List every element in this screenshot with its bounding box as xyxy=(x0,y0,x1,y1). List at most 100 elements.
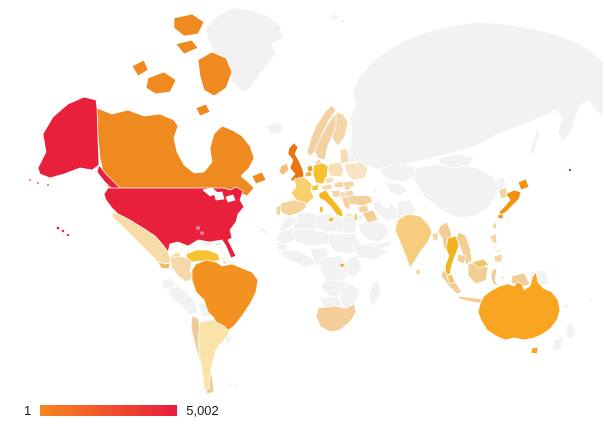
region-russia[interactable] xyxy=(345,21,604,171)
country-canada-newfoundland[interactable] xyxy=(251,171,267,185)
country-usa-hawaii-3[interactable] xyxy=(66,233,70,237)
country-brazil[interactable] xyxy=(191,259,259,333)
region-new-zealand-south[interactable] xyxy=(551,335,565,353)
country-australia-tasmania[interactable] xyxy=(530,346,539,355)
country-lesser-antilles-3[interactable] xyxy=(223,256,227,260)
country-uk[interactable] xyxy=(287,142,305,183)
region-new-zealand-north[interactable] xyxy=(565,321,577,341)
country-canada-banks-island[interactable] xyxy=(131,59,149,77)
country-italy-sardinia[interactable] xyxy=(318,205,324,214)
country-argentina[interactable] xyxy=(197,319,231,391)
region-west-africa-coast[interactable] xyxy=(279,249,317,269)
region-jamaica[interactable] xyxy=(190,245,197,250)
country-portugal[interactable] xyxy=(275,204,282,217)
region-ecuador[interactable] xyxy=(161,277,177,291)
country-ukraine[interactable] xyxy=(344,161,369,181)
country-usa-hawaii-2[interactable] xyxy=(61,229,65,233)
country-belgium[interactable] xyxy=(304,170,313,178)
country-india[interactable] xyxy=(394,213,433,269)
country-canada-southampton[interactable] xyxy=(195,103,211,117)
country-israel[interactable] xyxy=(353,212,358,222)
region-madagascar[interactable] xyxy=(368,279,382,307)
country-france[interactable] xyxy=(290,176,315,205)
country-canada[interactable] xyxy=(96,107,255,197)
country-australia[interactable] xyxy=(477,271,561,341)
country-sri-lanka[interactable] xyxy=(415,268,421,276)
country-switzerland[interactable] xyxy=(311,183,320,192)
region-jordan[interactable] xyxy=(357,213,364,223)
country-lesser-antilles[interactable] xyxy=(220,248,224,252)
region-morocco[interactable] xyxy=(278,215,298,233)
region-saudi-arabia[interactable] xyxy=(357,219,391,243)
country-poland[interactable] xyxy=(327,161,345,178)
country-usa-aleutians[interactable] xyxy=(28,178,32,182)
region-chad-sudan[interactable] xyxy=(327,233,361,255)
region-iceland[interactable] xyxy=(265,121,285,135)
country-guatemala[interactable] xyxy=(157,261,171,270)
country-usa-aleutians-3[interactable] xyxy=(46,183,50,187)
country-indonesia-moluccas[interactable] xyxy=(501,276,505,280)
region-png-island-2[interactable] xyxy=(555,278,559,282)
region-kazakhstan[interactable] xyxy=(380,163,417,183)
country-italy-sicily[interactable] xyxy=(327,216,335,223)
country-canada-baffin[interactable] xyxy=(197,51,233,97)
region-svalbard-2[interactable] xyxy=(339,18,346,24)
region-kenya-tanzania[interactable] xyxy=(345,255,363,279)
country-uganda[interactable] xyxy=(339,262,345,268)
region-falklands-2[interactable] xyxy=(232,383,237,388)
country-malaysia-peninsula[interactable] xyxy=(446,273,456,285)
country-baltic-states[interactable] xyxy=(339,147,350,165)
country-thailand[interactable] xyxy=(444,235,460,277)
country-south-africa[interactable] xyxy=(315,303,357,333)
country-ireland[interactable] xyxy=(278,162,290,176)
region-libya-tunisia[interactable] xyxy=(315,212,345,233)
country-indonesia-sulawesi[interactable] xyxy=(490,267,499,287)
country-usa-hawaii[interactable] xyxy=(55,225,61,231)
region-new-caledonia[interactable] xyxy=(561,303,570,310)
region-zimbabwe-mozambique[interactable] xyxy=(339,283,361,309)
country-netherlands[interactable] xyxy=(306,164,314,173)
country-venezuela[interactable] xyxy=(185,249,221,263)
region-peru[interactable] xyxy=(167,285,199,317)
region-greenland[interactable] xyxy=(205,7,284,94)
region-horn-of-africa[interactable] xyxy=(351,243,389,261)
country-philippines-visayas[interactable] xyxy=(492,246,496,250)
country-trinidad[interactable] xyxy=(222,260,227,265)
country-taiwan[interactable] xyxy=(491,221,498,230)
region-sakhalin[interactable] xyxy=(529,127,541,157)
country-iraq[interactable] xyxy=(361,209,379,224)
country-italy[interactable] xyxy=(318,189,344,218)
country-japan-honshu[interactable] xyxy=(498,189,522,216)
country-canada-victoria-island[interactable] xyxy=(145,71,177,95)
country-canada-ellesmere[interactable] xyxy=(173,13,205,37)
country-usa-florida-keys-2[interactable] xyxy=(200,231,204,235)
country-japan-kyushu[interactable] xyxy=(497,213,504,220)
country-japan-hokkaido[interactable] xyxy=(517,178,530,191)
country-bangladesh[interactable] xyxy=(431,231,439,242)
region-china[interactable] xyxy=(412,163,500,219)
country-spain-canary-islands[interactable] xyxy=(260,228,264,232)
region-fiji[interactable] xyxy=(589,297,593,301)
country-lesser-antilles-2[interactable] xyxy=(222,252,226,256)
country-finland[interactable] xyxy=(331,111,349,147)
region-svalbard[interactable] xyxy=(329,13,340,22)
country-usa-pacific-island[interactable] xyxy=(568,168,572,172)
country-cambodia[interactable] xyxy=(456,253,467,265)
country-hungary[interactable] xyxy=(333,180,345,189)
country-philippines-luzon[interactable] xyxy=(489,232,498,245)
country-usa-florida-keys[interactable] xyxy=(196,226,200,230)
country-puerto-rico[interactable] xyxy=(215,242,221,246)
country-austria[interactable] xyxy=(320,183,334,191)
region-mauritania[interactable] xyxy=(275,228,297,245)
country-philippines-mindanao[interactable] xyxy=(493,253,503,263)
country-malaysia-borneo[interactable] xyxy=(471,258,490,269)
region-png-island[interactable] xyxy=(551,270,555,274)
country-usa-aleutians-2[interactable] xyxy=(36,181,40,185)
country-norway[interactable] xyxy=(306,104,337,157)
country-usa-alaska[interactable] xyxy=(37,96,100,179)
country-philippines-visayas-2[interactable] xyxy=(496,249,500,253)
country-greece-crete[interactable] xyxy=(345,213,353,217)
country-spain-canary-islands-2[interactable] xyxy=(264,230,268,234)
region-falklands[interactable] xyxy=(226,382,233,387)
country-canada-devon-island[interactable] xyxy=(175,39,199,55)
